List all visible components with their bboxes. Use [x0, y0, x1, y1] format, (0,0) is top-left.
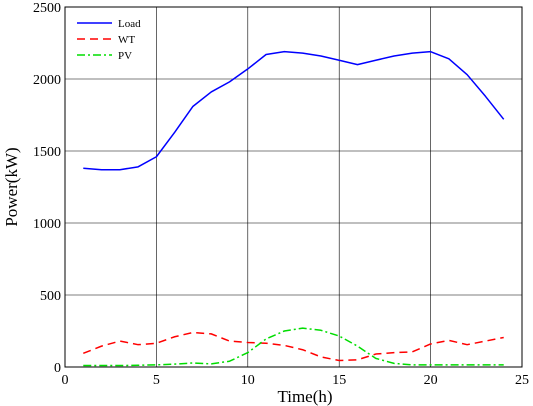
x-axis-ticks: 0 5 10 15 20 25: [62, 373, 530, 388]
y-tick-label: 1000: [33, 217, 61, 232]
legend-label-pv: PV: [118, 50, 132, 62]
legend-box: [72, 12, 142, 62]
plot-frame: [64, 6, 523, 368]
x-tick-label: 0: [62, 373, 69, 388]
y-tick-label: 2500: [33, 1, 61, 16]
x-tick-label: 10: [241, 373, 255, 388]
y-axis-ticks: 0 500 1000 1500 2000 2500: [33, 1, 61, 376]
x-tick-label: 5: [153, 373, 160, 388]
legend-label-load: Load: [118, 18, 141, 30]
series-layer: [83, 50, 505, 367]
series-line-wt: [83, 331, 504, 362]
x-axis-title: Time(h): [277, 387, 332, 406]
grid: [65, 7, 522, 367]
legend-label-wt: WT: [118, 34, 135, 46]
x-tick-label: 20: [424, 373, 438, 388]
y-axis-title: Power(kW): [2, 147, 21, 226]
series-line-pv: [83, 327, 504, 367]
y-tick-label: 0: [54, 361, 61, 376]
y-tick-label: 1500: [33, 145, 61, 160]
y-tick-label: 500: [40, 289, 61, 304]
x-tick-label: 15: [332, 373, 346, 388]
y-tick-label: 2000: [33, 73, 61, 88]
legend: Load WT PV: [72, 12, 142, 62]
series-line-load: [83, 50, 505, 171]
plot-area: [65, 7, 522, 367]
x-tick-label: 25: [515, 373, 529, 388]
